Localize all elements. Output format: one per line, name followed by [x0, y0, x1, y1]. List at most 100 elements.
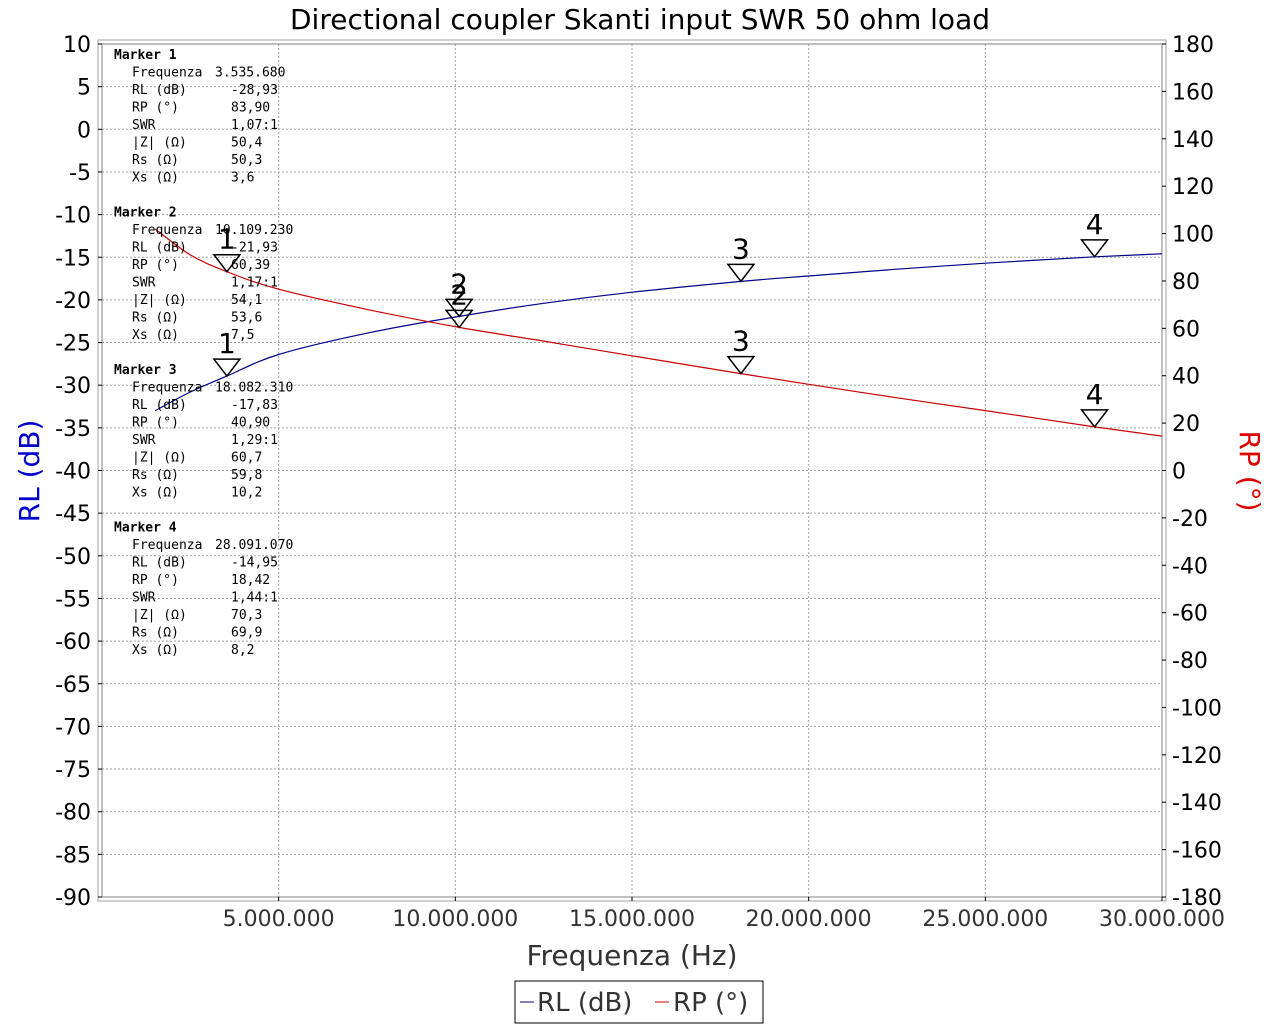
x-tick-label: 15.000.000: [569, 907, 695, 932]
y-axis-label-left: RL (dB): [13, 420, 46, 523]
y-axis-label-right: RP (°): [1233, 430, 1266, 511]
marker-info-field-name: RL (dB): [132, 241, 187, 256]
marker-number-rl: 2: [450, 267, 468, 300]
marker-number-rl: 1: [218, 327, 236, 360]
marker-info-field-value: 53,6: [231, 311, 262, 326]
marker-info-field-name: RP (°): [132, 258, 179, 273]
marker-info-field-value: 50,3: [231, 153, 262, 168]
legend: RL (dB) RP (°): [514, 980, 764, 1024]
y-right-tick-label: 0: [1172, 460, 1186, 485]
series-line-rp: [154, 228, 1163, 437]
y-left-tick-label: -85: [55, 843, 91, 868]
marker-number-rp: 2: [450, 278, 468, 311]
marker-number-rp: 3: [732, 325, 750, 358]
y-left-tick-label: -65: [55, 673, 91, 698]
marker-number-rl: 4: [1086, 208, 1104, 241]
y-right-tick-label: -100: [1172, 696, 1222, 721]
y-left-tick-label: -5: [69, 161, 91, 186]
y-left-tick-label: -55: [55, 587, 91, 612]
marker-info-panel: Marker 1 Frequenza 3.535.680 RL (dB) -28,93 R…: [114, 48, 293, 658]
y-right-tick-label: 180: [1172, 33, 1214, 58]
y-right-tick-label: 60: [1172, 317, 1200, 342]
marker-info-field-name: Rs (Ω): [132, 626, 179, 641]
marker-info-field-name: SWR: [132, 276, 156, 291]
y-right-tick-label: 140: [1172, 128, 1214, 153]
marker-triangle-rl: [1080, 239, 1110, 259]
marker-info-field-value: -21,93: [231, 241, 278, 256]
marker-info-field-value: 59,8: [231, 468, 262, 483]
x-tick-label: 10.000.000: [392, 907, 518, 932]
marker-info-field-name: Xs (Ω): [132, 643, 179, 658]
marker-info-field-value: 1,44:1: [231, 591, 278, 606]
y-left-tick-label: -75: [55, 758, 91, 783]
legend-label-rl: RL (dB): [537, 988, 632, 1018]
y-left-tick-label: -20: [55, 289, 91, 314]
y-left-tick-label: 0: [77, 118, 91, 143]
marker-info-field-name: |Z| (Ω): [132, 451, 187, 466]
y-right-tick-label: 160: [1172, 80, 1214, 105]
marker-info-field-name: SWR: [132, 591, 156, 606]
right-axis: 180 160 140 120 100 80 60 40 20 0 -20 -40 -60 -80 -100…: [1162, 33, 1222, 911]
marker-info-field-value: 1,17:1: [231, 276, 278, 291]
x-tick-label: 25.000.000: [922, 907, 1048, 932]
marker-info-field-value: 3,6: [231, 171, 254, 186]
y-right-tick-label: -20: [1172, 507, 1208, 532]
y-right-tick-label: -40: [1172, 554, 1208, 579]
marker-info-field-value: 18.082.310: [215, 381, 293, 396]
x-axis-label: Frequenza (Hz): [526, 939, 737, 972]
y-right-tick-label: -180: [1172, 886, 1222, 911]
y-right-tick-label: 20: [1172, 412, 1200, 437]
marker-triangle-rl: [444, 298, 474, 318]
marker-triangle-rp: [444, 309, 474, 329]
marker-info-field-value: 1,07:1: [231, 118, 278, 133]
marker-info-header: Marker 4: [114, 521, 177, 536]
legend-label-rp: RP (°): [673, 988, 748, 1018]
marker-info-field-name: SWR: [132, 433, 156, 448]
y-left-tick-label: -40: [55, 460, 91, 485]
marker-info-field-value: 60,39: [231, 258, 270, 273]
y-right-tick-label: -80: [1172, 649, 1208, 674]
y-right-tick-label: -120: [1172, 744, 1222, 769]
y-right-tick-label: -160: [1172, 839, 1222, 864]
y-right-tick-label: 100: [1172, 223, 1214, 248]
marker-info-field-name: Frequenza: [132, 381, 202, 396]
marker-info-field-name: Xs (Ω): [132, 328, 179, 343]
marker-info-header: Marker 2: [114, 206, 177, 221]
y-left-tick-label: -70: [55, 715, 91, 740]
y-left-tick-label: 5: [77, 76, 91, 101]
marker-number-rp: 4: [1086, 378, 1104, 411]
marker-triangle-rp: [726, 355, 756, 375]
marker-number-rl: 3: [732, 232, 750, 265]
marker-info-field-value: -28,93: [231, 83, 278, 98]
marker-info-field-name: |Z| (Ω): [132, 136, 187, 151]
y-left-tick-label: -80: [55, 801, 91, 826]
marker-info-field-name: |Z| (Ω): [132, 293, 187, 308]
marker-info-field-value: 7,5: [231, 328, 254, 343]
y-right-tick-label: 40: [1172, 365, 1200, 390]
y-right-tick-label: 120: [1172, 175, 1214, 200]
y-left-tick-label: -30: [55, 374, 91, 399]
series-layer: [154, 228, 1163, 437]
marker-info-field-name: Rs (Ω): [132, 468, 179, 483]
series-line-rl: [154, 253, 1163, 412]
y-left-tick-label: -35: [55, 417, 91, 442]
marker-info-field-value: 28.091.070: [215, 538, 293, 553]
y-left-tick-label: -15: [55, 246, 91, 271]
marker-info-field-value: 3.535.680: [215, 66, 285, 81]
y-right-tick-label: -140: [1172, 791, 1222, 816]
marker-info-field-value: 54,1: [231, 293, 262, 308]
y-left-tick-label: -10: [55, 204, 91, 229]
marker-info-field-name: RL (dB): [132, 556, 187, 571]
marker-info-field-name: Rs (Ω): [132, 153, 179, 168]
marker-triangle-rp: [212, 253, 242, 273]
marker-info-field-value: 1,29:1: [231, 433, 278, 448]
marker-triangle-rl: [726, 263, 756, 283]
x-tick-label: 5.000.000: [223, 907, 335, 932]
marker-info-header: Marker 1: [114, 48, 177, 63]
marker-info-field-name: SWR: [132, 118, 156, 133]
y-left-tick-label: -50: [55, 545, 91, 570]
marker-number-rp: 1: [218, 223, 236, 256]
y-left-tick-label: -25: [55, 332, 91, 357]
marker-info-field-value: 40,90: [231, 416, 270, 431]
